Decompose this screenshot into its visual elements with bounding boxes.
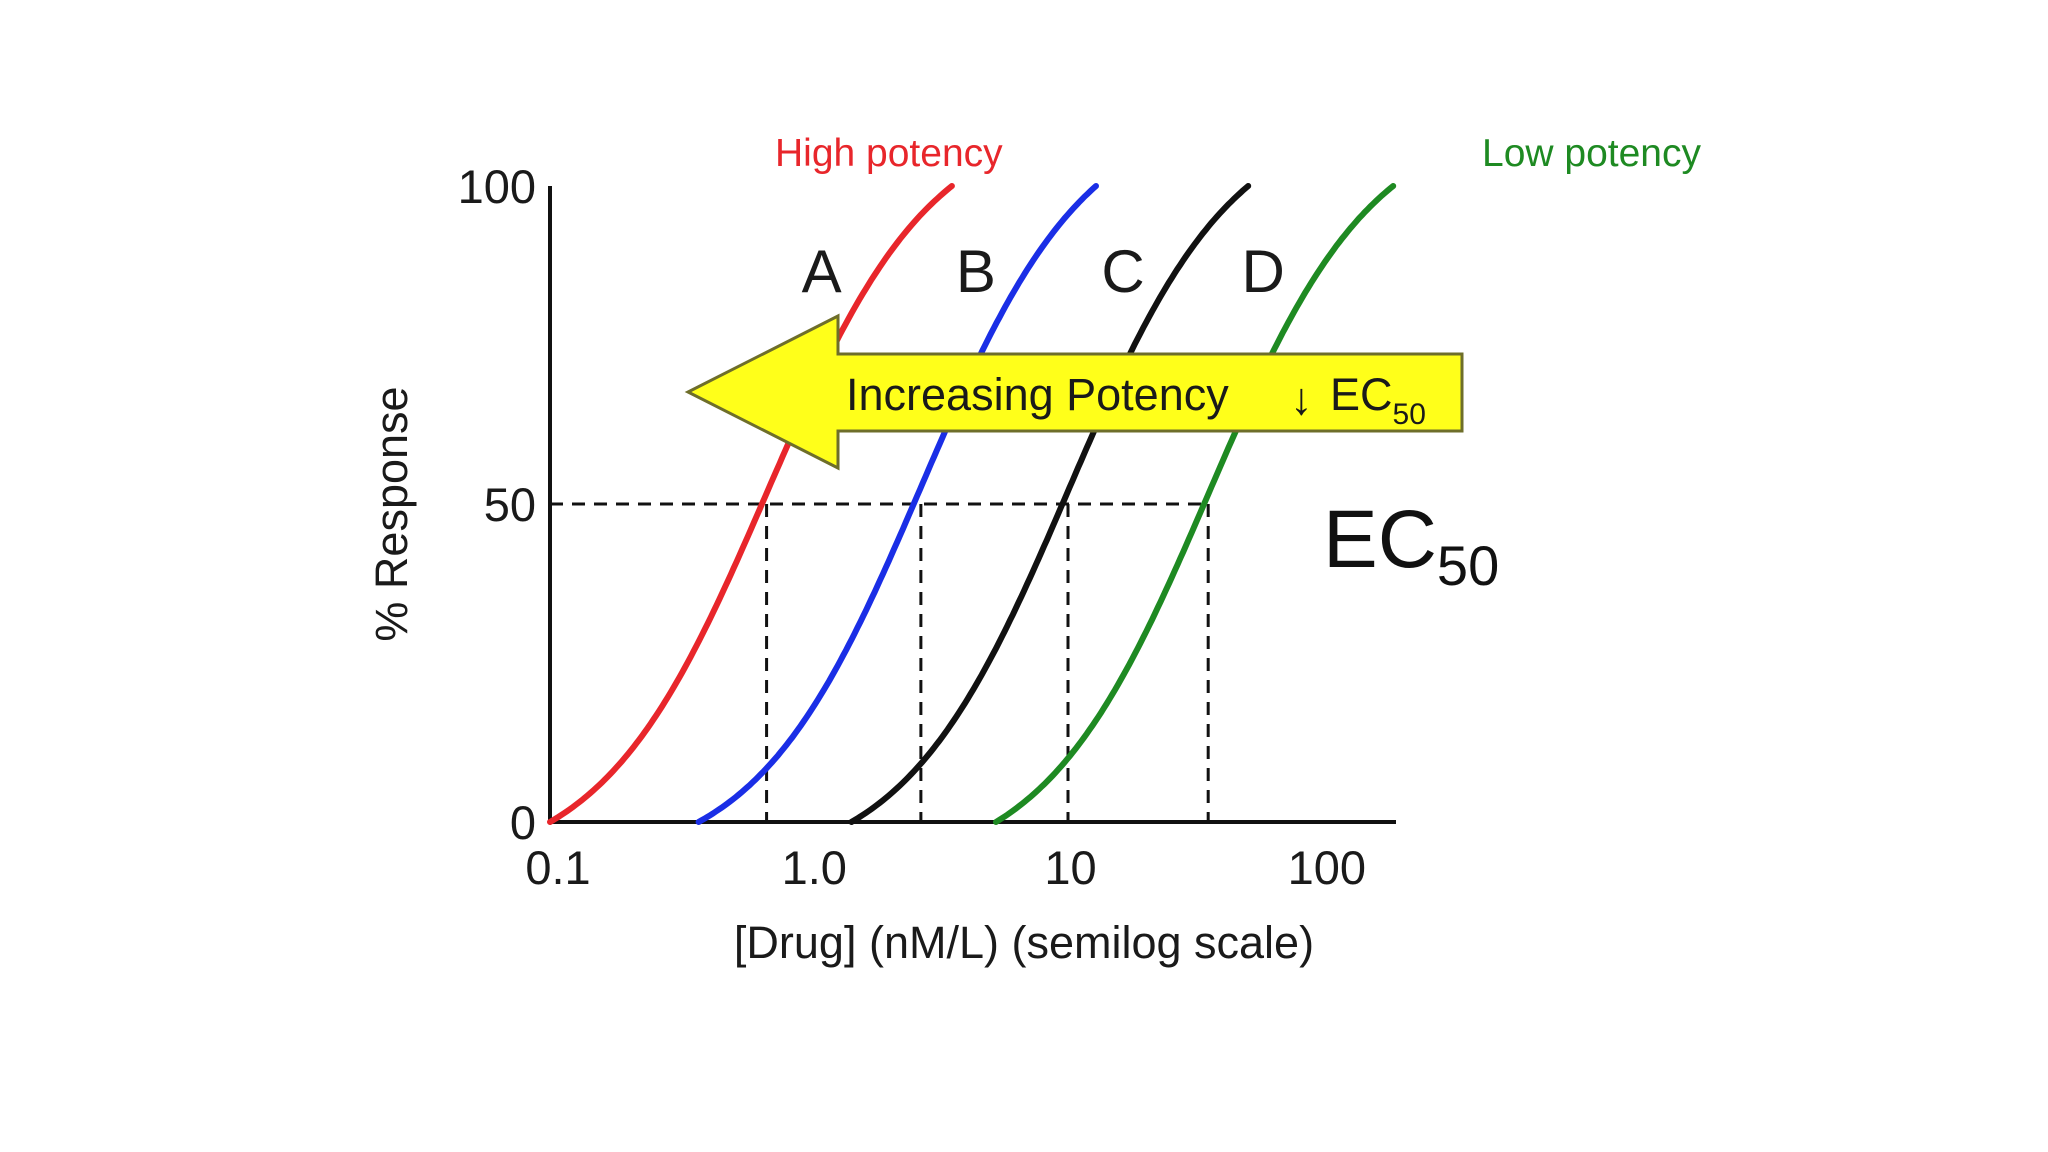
ec50-label-sub: 50 <box>1437 534 1499 597</box>
arrow-ec50: EC50 <box>1330 369 1426 431</box>
y-tick-label: 100 <box>458 160 536 213</box>
x-tick-label: 100 <box>1288 841 1366 894</box>
curve-letter-a: A <box>802 238 842 305</box>
arrow-ec50-main: EC <box>1330 369 1393 420</box>
curve-d <box>993 183 1397 825</box>
arrow-text: Increasing Potency <box>846 369 1229 420</box>
curve-letter-c: C <box>1101 238 1144 305</box>
ec50-reference-lines <box>550 502 1210 822</box>
curve-a <box>547 183 955 825</box>
x-tick-labels: 0.1 1.0 10 100 <box>525 841 1366 894</box>
x-axis-title: [Drug] (nM/L) (semilog scale) <box>734 917 1314 968</box>
arrow-ec50-sub: 50 <box>1393 398 1426 431</box>
curve-letter-b: B <box>956 238 996 305</box>
arrow-text-main: Increasing Potency <box>846 369 1229 420</box>
high-potency-label: High potency <box>775 132 1003 175</box>
y-tick-label: 0 <box>510 796 536 849</box>
x-tick-label: 10 <box>1044 841 1096 894</box>
ec50-label-main: EC <box>1323 494 1437 585</box>
x-tick-label: 1.0 <box>782 841 847 894</box>
y-tick-label: 50 <box>484 478 536 531</box>
y-axis-title: % Response <box>366 386 417 641</box>
curve-b <box>695 183 1099 825</box>
curve-c <box>848 183 1252 825</box>
arrow-down-symbol: ↓ <box>1290 373 1313 424</box>
curve-letter-d: D <box>1242 238 1285 305</box>
low-potency-label: Low potency <box>1482 132 1701 175</box>
dose-response-curves <box>547 183 1397 825</box>
curve-letters: A B C D <box>802 238 1285 305</box>
ec50-label: EC50 <box>1323 494 1499 597</box>
x-tick-label: 0.1 <box>525 841 590 894</box>
increasing-potency-arrow <box>684 313 1464 471</box>
y-tick-labels: 0 50 100 <box>458 160 536 849</box>
